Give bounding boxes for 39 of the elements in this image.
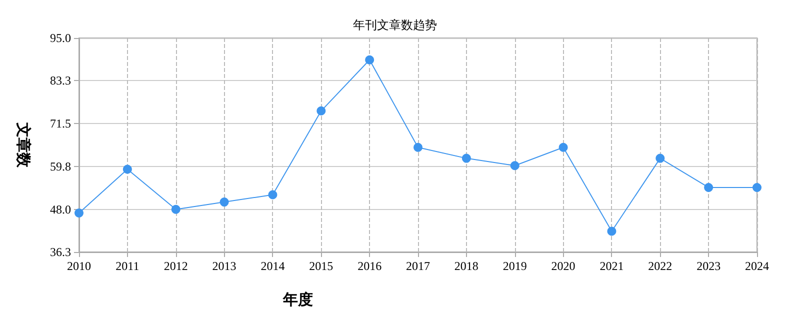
y-tick-label: 59.8 xyxy=(50,159,71,174)
y-tick-label: 48.0 xyxy=(50,202,71,216)
point xyxy=(414,142,422,152)
x-tick-label: 2020 xyxy=(551,259,576,273)
x-tick-label: 2023 xyxy=(696,259,721,273)
x-tick-label: 2019 xyxy=(502,259,527,273)
x-tick-label: 2011 xyxy=(116,259,140,273)
point xyxy=(704,182,714,192)
point xyxy=(74,208,84,218)
x-tick-label: 2024 xyxy=(745,259,769,273)
point xyxy=(220,198,229,207)
point xyxy=(752,182,762,192)
point xyxy=(171,204,180,214)
y-tick-label: 71.5 xyxy=(50,116,71,131)
point xyxy=(510,161,520,170)
y-tick-label: 95.0 xyxy=(50,31,71,45)
point xyxy=(607,226,616,236)
y-tick-label: 36.3 xyxy=(50,245,71,259)
point xyxy=(365,55,374,64)
x-tick-label: 2010 xyxy=(67,259,91,273)
point xyxy=(656,154,665,163)
x-tick-label: 2016 xyxy=(358,259,382,273)
x-tick-label: 2018 xyxy=(454,259,478,273)
point xyxy=(462,154,471,163)
y-axis-title: 文章数 xyxy=(14,122,32,168)
point xyxy=(268,190,278,200)
x-tick-label: 2022 xyxy=(648,259,672,273)
x-tick-label: 2014 xyxy=(260,259,285,273)
point xyxy=(316,106,326,116)
x-tick-label: 2021 xyxy=(600,259,624,273)
x-tick-label: 2012 xyxy=(164,259,188,273)
x-axis-title: 年度 xyxy=(282,290,313,308)
x-tick-label: 2013 xyxy=(212,259,236,273)
point xyxy=(558,142,568,152)
y-tick-label: 83.3 xyxy=(50,74,71,88)
x-tick-label: 2017 xyxy=(406,259,430,273)
x-tick-label: 2015 xyxy=(309,259,334,273)
point xyxy=(122,164,132,174)
chart-title: 年刊文章数趋势 xyxy=(353,18,437,32)
